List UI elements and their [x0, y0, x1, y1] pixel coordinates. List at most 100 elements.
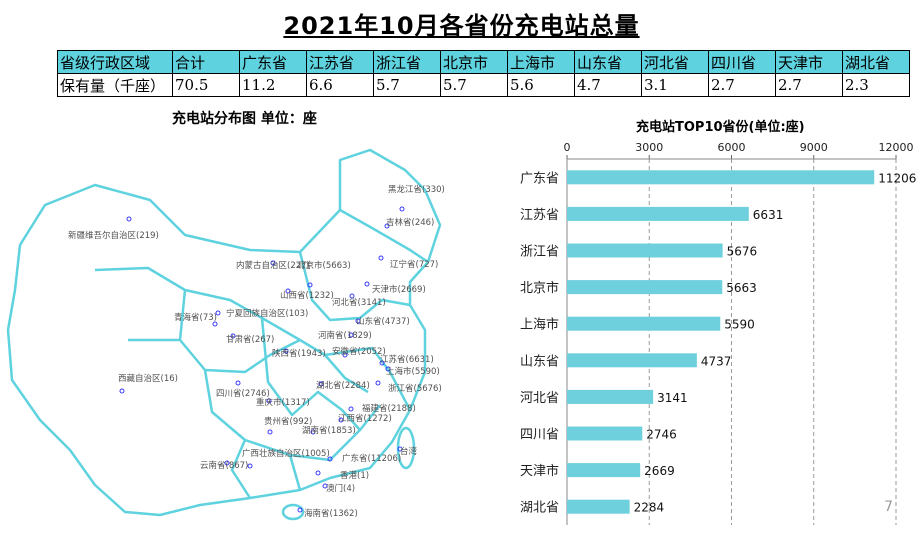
map-region-label: 福建省(2188) — [362, 403, 416, 414]
table-cell: 5.7 — [440, 73, 508, 97]
map-title: 充电站分布图 单位：座 — [172, 111, 317, 127]
map-marker — [378, 255, 384, 261]
map-marker — [267, 429, 273, 435]
bar — [567, 206, 749, 221]
bar — [567, 389, 654, 404]
bar-chart: 0 3000 6000 9000 12000 广东省 11206 江苏省 6631 浙江省 5676… — [520, 141, 916, 525]
table-cell: 江苏省 — [306, 50, 374, 74]
table-cell: 11.2 — [239, 73, 307, 97]
x-tick-label: 3000 — [635, 141, 663, 154]
map-marker — [315, 470, 321, 476]
data-label: 5676 — [727, 245, 758, 259]
map-region-label: 台湾 — [400, 446, 418, 457]
data-label: 2669 — [644, 464, 675, 478]
map-marker — [266, 398, 272, 404]
map-region-label: 浙江省(5676) — [388, 383, 442, 394]
table-cell: 上海市 — [507, 50, 575, 74]
map-region-label: 澳门(4) — [326, 483, 355, 494]
map-marker — [385, 366, 391, 372]
x-tick-label: 6000 — [718, 141, 746, 154]
map-marker — [119, 388, 125, 394]
category-label: 四川省 — [520, 428, 559, 443]
data-label: 5590 — [724, 318, 755, 332]
map-marker — [247, 463, 253, 469]
map-marker — [285, 288, 291, 294]
x-tick-label: 12000 — [879, 141, 914, 154]
data-label: 5663 — [726, 281, 757, 295]
map-region-label: 天津市(2669) — [372, 284, 426, 295]
map-marker — [397, 446, 403, 452]
category-label: 湖北省 — [520, 501, 559, 516]
map-region-label: 海南省(1362) — [304, 508, 358, 519]
map-region-label: 山西省(1232) — [280, 290, 334, 301]
province-boundary — [298, 251, 411, 322]
map-marker — [318, 381, 324, 387]
map-region-label: 湖北省(2284) — [316, 380, 370, 391]
category-label: 浙江省 — [520, 245, 559, 260]
table-cell: 6.6 — [306, 73, 374, 97]
map-marker — [322, 483, 328, 489]
category-label: 山东省 — [520, 354, 559, 369]
map-marker — [349, 293, 355, 299]
bar — [567, 426, 643, 441]
bar — [567, 499, 630, 514]
table-cell: 天津市 — [775, 50, 843, 74]
table-cell: 2.7 — [708, 73, 776, 97]
map-region-label: 安徽省(2052) — [332, 346, 386, 357]
category-label: 北京市 — [520, 280, 559, 296]
map-marker — [348, 406, 354, 412]
map-marker — [379, 360, 385, 366]
summary-table: 省级行政区域 合计 广东省 江苏省 浙江省 北京市 上海市 山东省 河北省 四川… — [57, 50, 910, 97]
table-cell: 广东省 — [239, 50, 307, 74]
table-cell: 山东省 — [574, 50, 642, 74]
map-region-label: 广西壮族自治区(1005) — [242, 448, 330, 459]
category-label: 上海市 — [520, 317, 559, 333]
map-region-label: 吉林省(246) — [386, 217, 434, 228]
hainan-outline — [281, 503, 305, 521]
map-region-label: 河南省(1829) — [318, 330, 372, 341]
map-region-label: 江西省(1272) — [338, 413, 392, 424]
map-marker — [355, 318, 361, 324]
bar — [567, 463, 641, 478]
map-region-label: 云南省(867) — [200, 460, 248, 471]
map-region-label: 甘肃省(267) — [226, 334, 274, 345]
map-labels: 黑龙江省(330) 吉林省(246) 辽宁省(727) 内蒙古自治区(227)北京市(… — [68, 184, 445, 519]
table-cell: 70.5 — [172, 73, 240, 97]
category-label: 天津市 — [520, 463, 559, 479]
summary-value-row: 保有量（千座） 70.5 11.2 6.6 5.7 5.7 5.6 4.7 3.… — [57, 73, 910, 97]
table-cell: 2.3 — [842, 73, 910, 97]
data-label: 11206 — [878, 171, 916, 185]
map-region-label: 陕西省(1943) — [272, 348, 326, 359]
category-label: 河北省 — [520, 391, 559, 406]
map-region-label: 内蒙古自治区(227) — [236, 260, 310, 271]
map-region-label: 辽宁省(727) — [390, 259, 438, 270]
map-marker — [384, 223, 390, 229]
map-region-label: 湖南省(1853) — [302, 425, 356, 436]
data-label: 2284 — [634, 501, 665, 515]
page-number: 7 — [884, 499, 893, 515]
map-region-label: 江苏省(6631) — [380, 354, 434, 365]
map-marker — [224, 460, 230, 466]
map-marker — [230, 333, 236, 339]
map-marker — [307, 282, 313, 288]
province-boundary — [260, 317, 361, 431]
category-label: 江苏省 — [520, 207, 559, 223]
data-label: 6631 — [753, 208, 784, 222]
bar — [567, 353, 697, 368]
bar — [567, 316, 721, 331]
china-outline — [6, 148, 442, 517]
table-cell: 4.7 — [574, 73, 642, 97]
map-marker — [212, 321, 218, 327]
chart-title: 充电站TOP10省份(单位:座) — [636, 120, 805, 135]
map-region-label: 四川省(2746) — [216, 388, 270, 399]
map-region-label: 河北省(3141) — [332, 297, 386, 308]
bar — [567, 280, 723, 295]
map-region-label: 青海省(73) — [174, 312, 217, 323]
province-boundary — [324, 346, 412, 411]
bar — [567, 243, 723, 258]
map-marker — [235, 380, 241, 386]
x-tick-label: 0 — [564, 141, 571, 154]
map-region-label: 香港(1) — [340, 470, 369, 481]
map-region-label: 贵州省(992) — [264, 416, 312, 427]
